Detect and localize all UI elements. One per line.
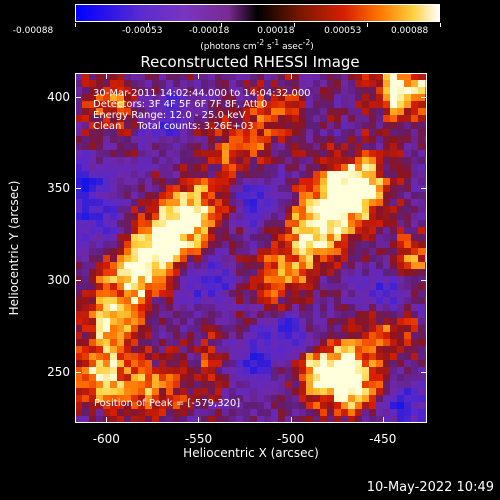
y-tick — [75, 280, 81, 282]
footer-date: 10-May-2022 10:49 — [366, 480, 494, 495]
x-tick — [106, 73, 108, 79]
colorbar-tick — [148, 23, 149, 27]
colorbar-tick — [221, 23, 222, 27]
x-tick-label: -550 — [184, 432, 213, 446]
colorbar-tick-label: -0.00088 — [12, 26, 54, 36]
x-tick — [382, 73, 384, 79]
colorbar-tick — [75, 23, 76, 27]
y-tick — [421, 188, 427, 190]
y-tick — [421, 96, 427, 98]
energy-annotation: Energy Range: 12.0 - 25.0 keV — [93, 110, 246, 121]
colorbar-tick — [440, 23, 441, 27]
heatmap-image — [75, 73, 427, 423]
colorbar-tick — [367, 23, 368, 27]
y-tick-label: 400 — [47, 89, 70, 104]
x-tick — [290, 73, 292, 79]
y-tick — [75, 96, 81, 98]
colorbar-units: (photons cm-2 s-1 asec-2) — [200, 38, 314, 52]
colorbar-tick-label: 0.00018 — [257, 26, 295, 36]
x-tick — [198, 73, 200, 79]
y-tick — [421, 371, 427, 373]
peak-annotation: Position of Peak = [-579,320] — [94, 398, 241, 409]
y-tick — [421, 280, 427, 282]
x-tick — [382, 417, 384, 423]
colorbar-tick-label: -0.00053 — [122, 26, 163, 36]
x-tick — [198, 417, 200, 423]
x-axis-label: Heliocentric X (arcsec) — [183, 446, 319, 460]
x-tick-label: -600 — [92, 432, 120, 446]
colorbar — [75, 4, 440, 22]
y-axis-label: Heliocentric Y (arcsec) — [7, 180, 21, 316]
method-annotation: Clean Total counts: 3.26E+03 — [93, 121, 254, 132]
x-tick — [106, 417, 108, 423]
y-tick-label: 350 — [47, 181, 70, 196]
y-tick-label: 250 — [47, 364, 70, 379]
detectors-annotation: Detectors: 3F 4F 5F 6F 7F 8F, Att 0 — [93, 99, 268, 110]
chart-title: Reconstructed RHESSI Image — [140, 53, 360, 71]
colorbar-tick — [294, 23, 295, 27]
y-tick-label: 300 — [47, 273, 70, 288]
time-range-annotation: 30-Mar-2011 14:02:44.000 to 14:04:32.000 — [93, 88, 311, 99]
x-tick — [290, 417, 292, 423]
colorbar-tick-label: 0.00053 — [324, 26, 362, 36]
x-tick-label: -450 — [369, 432, 397, 446]
y-tick — [75, 371, 81, 373]
heatmap-plot — [75, 73, 427, 423]
colorbar-tick-label: -0.00018 — [188, 26, 230, 36]
y-tick — [75, 188, 81, 190]
colorbar-tick-label: 0.00088 — [390, 26, 429, 36]
x-tick-label: -500 — [276, 432, 305, 446]
